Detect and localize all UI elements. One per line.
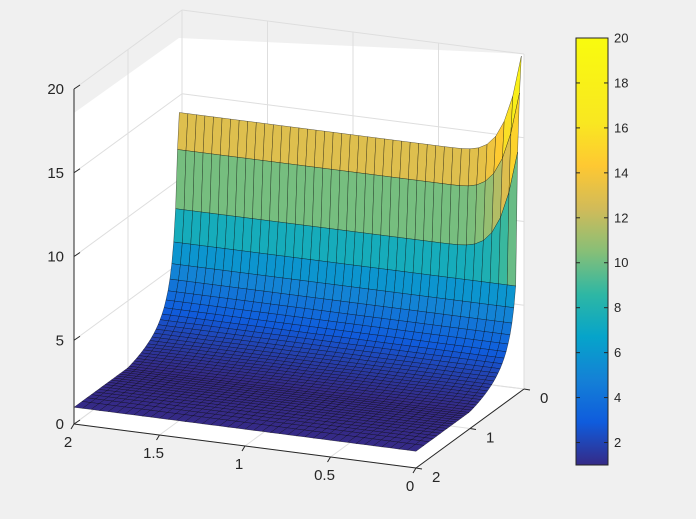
z-tick-mark: [73, 252, 81, 257]
z-tick-mark: [73, 419, 81, 425]
x-tick-label: 2: [64, 434, 72, 451]
surface-mesh: [73, 55, 522, 452]
colorbar-tick-label: 18: [614, 75, 628, 90]
surface-patch: [503, 306, 515, 324]
y-tick-labels: 0 1 2: [432, 390, 548, 486]
surface-patch: [495, 350, 507, 359]
z-tick-mark: [73, 84, 81, 90]
z-tick-label: 15: [47, 165, 64, 182]
y-tick-label: 1: [486, 430, 494, 447]
x-tick-mark: [70, 423, 75, 430]
y-tick-label: 0: [540, 390, 548, 407]
x-tick-label: 0: [406, 478, 414, 495]
x-tick-label: 1: [235, 456, 243, 473]
colorbar-tick-labels: 2 4 6 8 10 12 14 16 18 20: [576, 31, 628, 450]
surface-patch: [499, 333, 511, 345]
colorbar-tick-label: 2: [614, 435, 621, 450]
colorbar-tick-label: 12: [614, 210, 628, 225]
colorbar-tick-label: 16: [614, 120, 628, 135]
y-tick-mark: [523, 388, 531, 391]
colorbar-tick-label: 20: [614, 31, 628, 46]
z-tick-mark: [73, 168, 81, 174]
surface-patch: [505, 284, 516, 308]
x-tick-mark: [412, 467, 417, 474]
y-tick-mark: [415, 467, 423, 470]
colorbar-tick-label: 6: [614, 345, 621, 360]
left-back-pane: [74, 38, 179, 424]
colorbar-tick-label: 8: [614, 300, 621, 315]
axes-lines: [70, 84, 531, 474]
surface-patch: [501, 321, 513, 336]
surface-patch: [497, 342, 509, 352]
z-tick-mark: [73, 335, 81, 341]
x-tick-mark: [156, 434, 160, 441]
x-tick-mark: [327, 456, 331, 463]
surface-patch: [406, 444, 425, 452]
z-tick-label: 10: [47, 249, 64, 266]
x-tick-labels: 0 0.5 1 1.5 2: [64, 434, 414, 495]
colorbar-tick-label: 14: [614, 165, 628, 180]
z-tick-label: 0: [56, 416, 64, 433]
x-tick-label: 0.5: [314, 467, 335, 484]
y-tick-label: 2: [432, 469, 440, 486]
z-tick-label: 5: [56, 332, 64, 349]
x-tick-mark: [241, 445, 246, 452]
colorbar-tick-label: 10: [614, 255, 628, 270]
colorbar: [575, 37, 609, 466]
x-tick-label: 1.5: [143, 445, 164, 462]
z-tick-label: 20: [47, 81, 64, 98]
y-tick-mark: [469, 428, 477, 430]
colorbar-tick-label: 4: [614, 390, 621, 405]
z-tick-labels: 0 5 10 15 20: [47, 81, 64, 433]
